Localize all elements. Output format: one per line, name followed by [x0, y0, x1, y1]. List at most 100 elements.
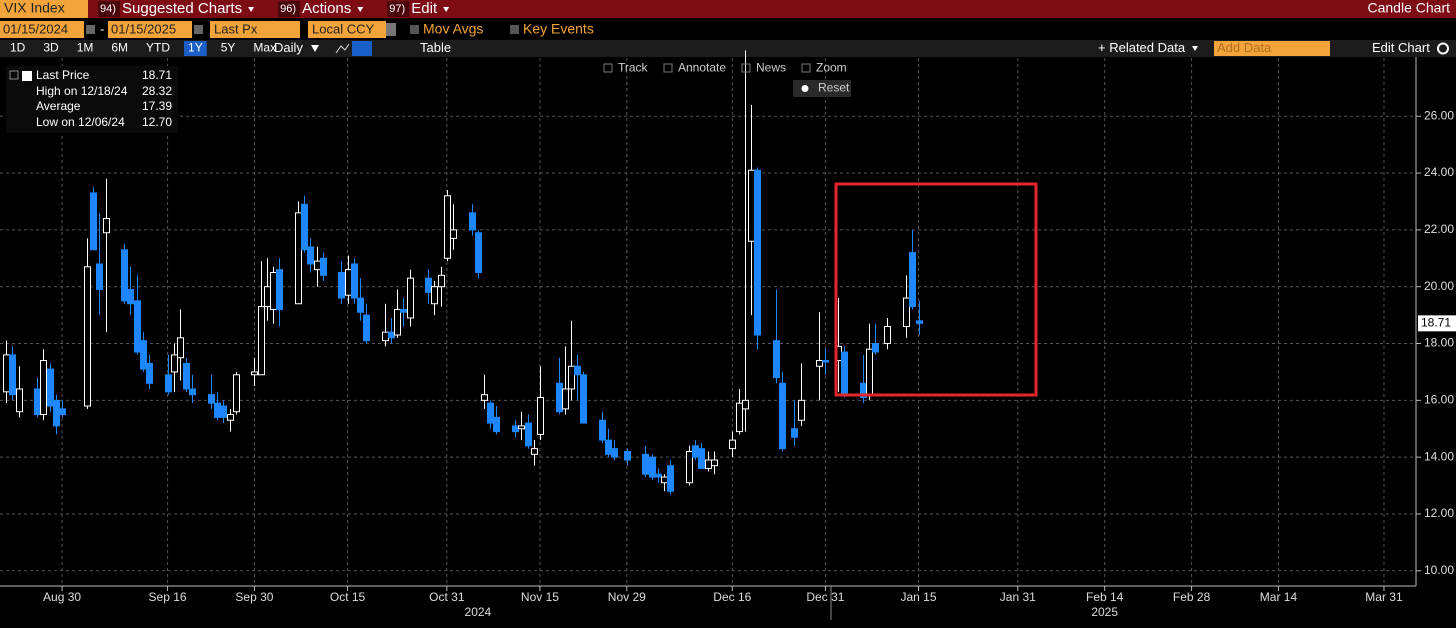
candle-body	[605, 439, 612, 455]
end-date-box[interactable]	[108, 21, 192, 38]
frequency[interactable]: Daily	[274, 40, 303, 55]
period-button[interactable]: 1Y	[188, 41, 203, 55]
candle-body	[9, 354, 16, 396]
candle-body	[916, 320, 923, 324]
candle-body	[400, 308, 407, 313]
related-data[interactable]: + Related Data	[1098, 40, 1186, 55]
candle-icon[interactable]	[352, 41, 372, 56]
candle-body	[580, 374, 587, 424]
security-box[interactable]	[0, 0, 88, 18]
candle-body	[791, 428, 798, 438]
legend-value: 12.70	[142, 115, 172, 129]
candle-body	[748, 169, 755, 242]
candle-body	[450, 229, 457, 239]
menu-number[interactable]: 97)	[389, 3, 405, 15]
candle-body	[220, 405, 227, 418]
candle-body	[661, 476, 668, 484]
y-tick-label: 26.00	[1424, 108, 1454, 122]
period-button[interactable]: YTD	[146, 41, 170, 55]
candle-body	[351, 263, 358, 299]
candle-body	[599, 419, 606, 441]
field[interactable]: Last Px	[214, 21, 258, 36]
candle-body	[692, 445, 699, 458]
period-button[interactable]: 1M	[77, 41, 94, 55]
currency[interactable]: Local CCY	[312, 21, 374, 36]
x-tick-label: Nov 29	[608, 590, 646, 604]
menu-number[interactable]: 94)	[100, 3, 116, 15]
reset-icon[interactable]	[801, 85, 809, 92]
reset-button[interactable]: Reset	[818, 81, 850, 95]
menu-caret[interactable]	[357, 7, 364, 12]
tool-button[interactable]: News	[756, 61, 786, 75]
currency-box[interactable]	[308, 21, 386, 38]
candle-body	[258, 306, 265, 376]
menu-number-box[interactable]	[278, 1, 301, 17]
start-date-box[interactable]	[0, 21, 84, 38]
checkbox-label[interactable]: Mov Avgs	[423, 21, 483, 37]
candle-body	[884, 325, 891, 345]
candle-body	[872, 343, 879, 353]
menu-label[interactable]: Actions	[302, 0, 351, 17]
tool-button[interactable]: Track	[618, 61, 649, 75]
menu-number[interactable]: 96)	[280, 3, 296, 15]
candle-body	[729, 439, 736, 450]
candle-body	[866, 348, 873, 396]
calendar-icon[interactable]	[86, 25, 95, 34]
menu-label[interactable]: Suggested Charts	[122, 0, 242, 17]
menu-caret[interactable]	[248, 7, 255, 12]
x-tick-label: Sep 30	[235, 590, 273, 604]
tool-icon[interactable]	[801, 63, 811, 73]
checkbox-label[interactable]: Key Events	[523, 21, 594, 37]
legend-value: 17.39	[142, 99, 172, 113]
candle-body	[655, 473, 662, 478]
menu-label[interactable]: Edit	[411, 0, 438, 17]
tool-icon[interactable]	[741, 63, 751, 73]
x-tick-label: Nov 15	[521, 590, 559, 604]
candle-body	[127, 289, 134, 305]
tool-icon[interactable]	[663, 63, 673, 73]
related-caret[interactable]	[1192, 46, 1198, 51]
period-button[interactable]: 1D	[10, 41, 26, 55]
calendar-icon[interactable]	[194, 25, 203, 34]
field-box[interactable]	[210, 21, 300, 38]
period-button[interactable]: 6M	[111, 41, 128, 55]
candle-body	[568, 365, 575, 390]
start-date[interactable]: 01/15/2024	[3, 21, 68, 36]
period-button[interactable]: 5Y	[221, 41, 236, 55]
table-button[interactable]: Table	[420, 40, 451, 55]
candle-body	[909, 252, 916, 308]
year-label: 2025	[1091, 605, 1118, 619]
date-separator: -	[100, 21, 104, 36]
legend-toggle[interactable]	[9, 70, 19, 80]
period-button[interactable]: Max	[253, 41, 276, 55]
y-tick-label: 24.00	[1424, 165, 1454, 179]
candle-body	[556, 382, 563, 413]
menu-caret[interactable]	[443, 7, 450, 12]
tool-icon[interactable]	[603, 63, 613, 73]
candle-body	[518, 425, 525, 430]
reset-box[interactable]	[793, 80, 851, 97]
settings-icon[interactable]	[1437, 42, 1449, 55]
frequency-caret[interactable]	[311, 45, 319, 52]
period-active-box[interactable]	[184, 41, 207, 56]
security[interactable]: VIX Index	[4, 0, 65, 16]
tool-button[interactable]: Annotate	[678, 61, 726, 75]
x-tick-label: Feb 14	[1086, 590, 1124, 604]
menu-number-box[interactable]	[98, 1, 120, 17]
checkbox[interactable]	[410, 25, 419, 34]
add-data-box[interactable]	[1214, 41, 1330, 56]
currency-dropdown[interactable]	[386, 23, 396, 36]
candle-body	[469, 212, 476, 231]
edit-chart[interactable]: Edit Chart	[1372, 40, 1430, 55]
candle-body	[103, 218, 110, 234]
period-button[interactable]: 3D	[43, 41, 59, 55]
candle-body	[307, 246, 314, 265]
add-data-placeholder[interactable]: Add Data	[1217, 40, 1272, 55]
tool-button[interactable]: Zoom	[816, 61, 847, 75]
candle-body	[183, 362, 190, 390]
candle-body	[357, 297, 364, 313]
line-icon[interactable]	[335, 43, 350, 54]
checkbox[interactable]	[510, 25, 519, 34]
menu-number-box[interactable]	[387, 1, 410, 17]
end-date[interactable]: 01/15/2025	[111, 21, 176, 36]
